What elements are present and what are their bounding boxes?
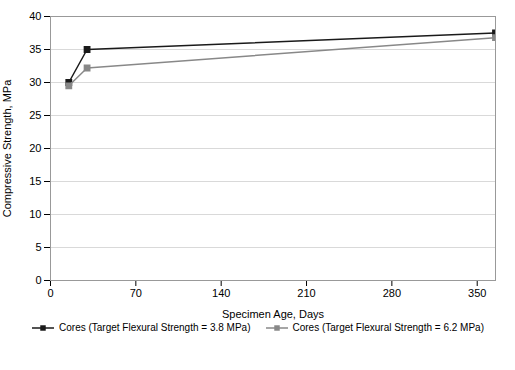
- svg-text:15: 15: [29, 175, 41, 187]
- svg-text:25: 25: [29, 109, 41, 121]
- svg-text:Specimen Age, Days: Specimen Age, Days: [222, 308, 325, 320]
- svg-text:0: 0: [47, 287, 53, 299]
- html-text:Cores (Target Flexural Strengt: Cores (Target Flexural Strength = 3.8 MP…: [59, 322, 251, 333]
- svg-text:30: 30: [29, 76, 41, 88]
- svg-text:40: 40: [29, 10, 41, 22]
- svg-text:0: 0: [35, 274, 41, 286]
- svg-text:70: 70: [130, 287, 142, 299]
- html-text:Cores (Target Flexural Strengt: Cores (Target Flexural Strength = 6.2 MP…: [292, 322, 484, 333]
- svg-text:350: 350: [468, 287, 486, 299]
- svg-text:20: 20: [29, 142, 41, 154]
- svg-text:35: 35: [29, 43, 41, 55]
- svg-text:10: 10: [29, 208, 41, 220]
- svg-text:Compressive Strength, MPa: Compressive Strength, MPa: [1, 79, 13, 217]
- svg-text:210: 210: [297, 287, 315, 299]
- svg-text:280: 280: [383, 287, 401, 299]
- svg-text:140: 140: [212, 287, 230, 299]
- svg-text:5: 5: [35, 241, 41, 253]
